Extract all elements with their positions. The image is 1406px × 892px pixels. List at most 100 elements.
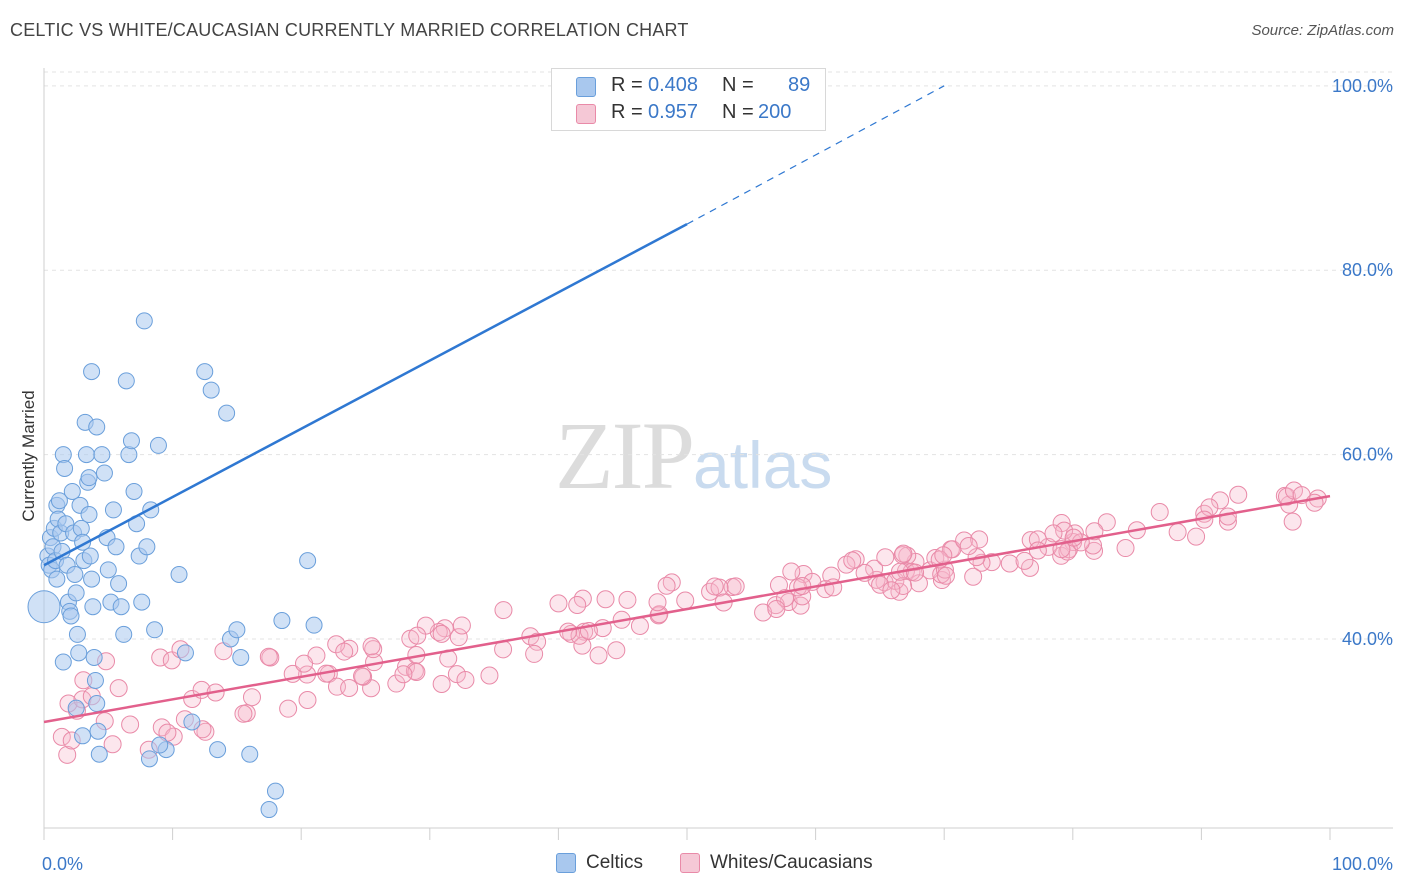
white-caucasian-point [394,665,413,684]
white-caucasian-point [449,628,468,647]
legend-swatch-celtics [576,77,596,97]
celtic-point [260,801,278,819]
celtic-point [66,565,84,583]
celtic-point [305,616,323,634]
white-caucasian-point [432,624,451,643]
white-caucasian-point [959,537,978,556]
white-caucasian-point [906,563,925,582]
celtic-point [149,436,167,454]
white-caucasian-point [279,699,298,718]
zipatlas-watermark: ZIPatlas [555,400,832,511]
white-caucasian-point [152,718,171,737]
y-tick-label: 80.0% [1342,260,1393,280]
white-caucasian-point [568,595,587,614]
legend-r-label: R = [611,101,643,123]
celtic-point [170,565,188,583]
white-caucasian-point [970,530,989,549]
white-caucasian-point [782,562,801,581]
white-caucasian-point [964,567,983,586]
bottom-legend-swatch-whites [680,853,700,873]
celtic-point [135,312,153,330]
legend-r-value: 0.957 [648,101,699,123]
white-caucasian-point [843,551,862,570]
legend-row-whites: R = 0.957 N = 200 [552,101,825,127]
white-caucasian-point [676,591,695,610]
white-caucasian-point [791,596,810,615]
white-caucasian-point [298,691,317,710]
celtic-point [107,538,125,556]
celtic-point [48,570,66,588]
white-caucasian-point [1283,512,1302,531]
celtic-point [27,590,61,624]
celtic-point [140,750,158,768]
white-caucasian-trend-line [43,494,1331,724]
celtic-trend-line [43,223,688,567]
celtic-point [110,575,128,593]
bottom-legend-label-whites: Whites/Caucasians [710,852,873,873]
white-caucasian-point [109,679,128,698]
celtic-point [67,584,85,602]
watermark-atlas: atlas [693,428,833,502]
celtic-point [50,492,68,510]
celtic-point [209,741,227,759]
celtic-point [176,644,194,662]
white-caucasian-point [52,727,71,746]
white-caucasian-point [909,574,928,593]
celtic-point [266,782,284,800]
celtic-point [67,699,85,717]
white-caucasian-point [1187,527,1206,546]
celtic-point [115,625,133,643]
celtic-point [74,727,92,745]
legend-n-label: N = [722,74,754,96]
x-tick-label: 100.0% [1332,854,1393,874]
white-caucasian-point [630,616,649,635]
white-caucasian-point [1097,513,1116,532]
white-caucasian-point [353,667,372,686]
celtic-point [232,648,250,666]
white-caucasian-point [1278,487,1297,506]
white-caucasian-point [1168,523,1187,542]
white-caucasian-point [196,722,215,741]
chart-title: CELTIC VS WHITE/CAUCASIAN CURRENTLY MARR… [10,20,689,40]
celtic-point [86,671,104,689]
x-tick-label: 0.0% [42,854,83,874]
white-caucasian-point [408,626,427,645]
celtic-point [68,625,86,643]
white-caucasian-point [528,632,547,651]
white-caucasian-point [705,577,724,596]
celtic-point [196,363,214,381]
celtic-point [104,501,122,519]
white-caucasian-point [335,642,354,661]
white-caucasian-point [767,599,786,618]
white-caucasian-point [121,715,140,734]
celtic-point [146,621,164,639]
legend-n-value: 89 [788,74,811,96]
y-tick-label: 60.0% [1342,445,1393,465]
white-caucasian-point [58,745,77,764]
white-caucasian-point [429,623,448,642]
white-caucasian-point [596,590,615,609]
white-caucasian-point [387,674,406,693]
legend-r-label: R = [611,74,643,96]
white-caucasian-point [354,667,373,686]
white-caucasian-point [648,593,667,612]
white-caucasian-point [242,688,261,707]
source-label: Source: ZipAtlas.com [1251,22,1394,39]
white-caucasian-point [151,648,170,667]
celtic-point [125,482,143,500]
celtic-point [85,648,103,666]
bottom-legend-label-celtics: Celtics [586,852,644,873]
celtic-point [81,547,99,565]
white-caucasian-point [340,678,359,697]
white-caucasian-point [261,648,280,667]
celtic-point [133,593,151,611]
celtic-point [241,745,259,763]
celtic-point [77,446,95,464]
y-tick-label: 100.0% [1332,76,1393,96]
celtic-point [120,446,138,464]
white-caucasian-point [876,548,895,567]
celtic-point [122,432,140,450]
white-caucasian-point [607,641,626,660]
white-caucasian-point [934,546,953,565]
bottom-legend-swatch-celtics [556,853,576,873]
